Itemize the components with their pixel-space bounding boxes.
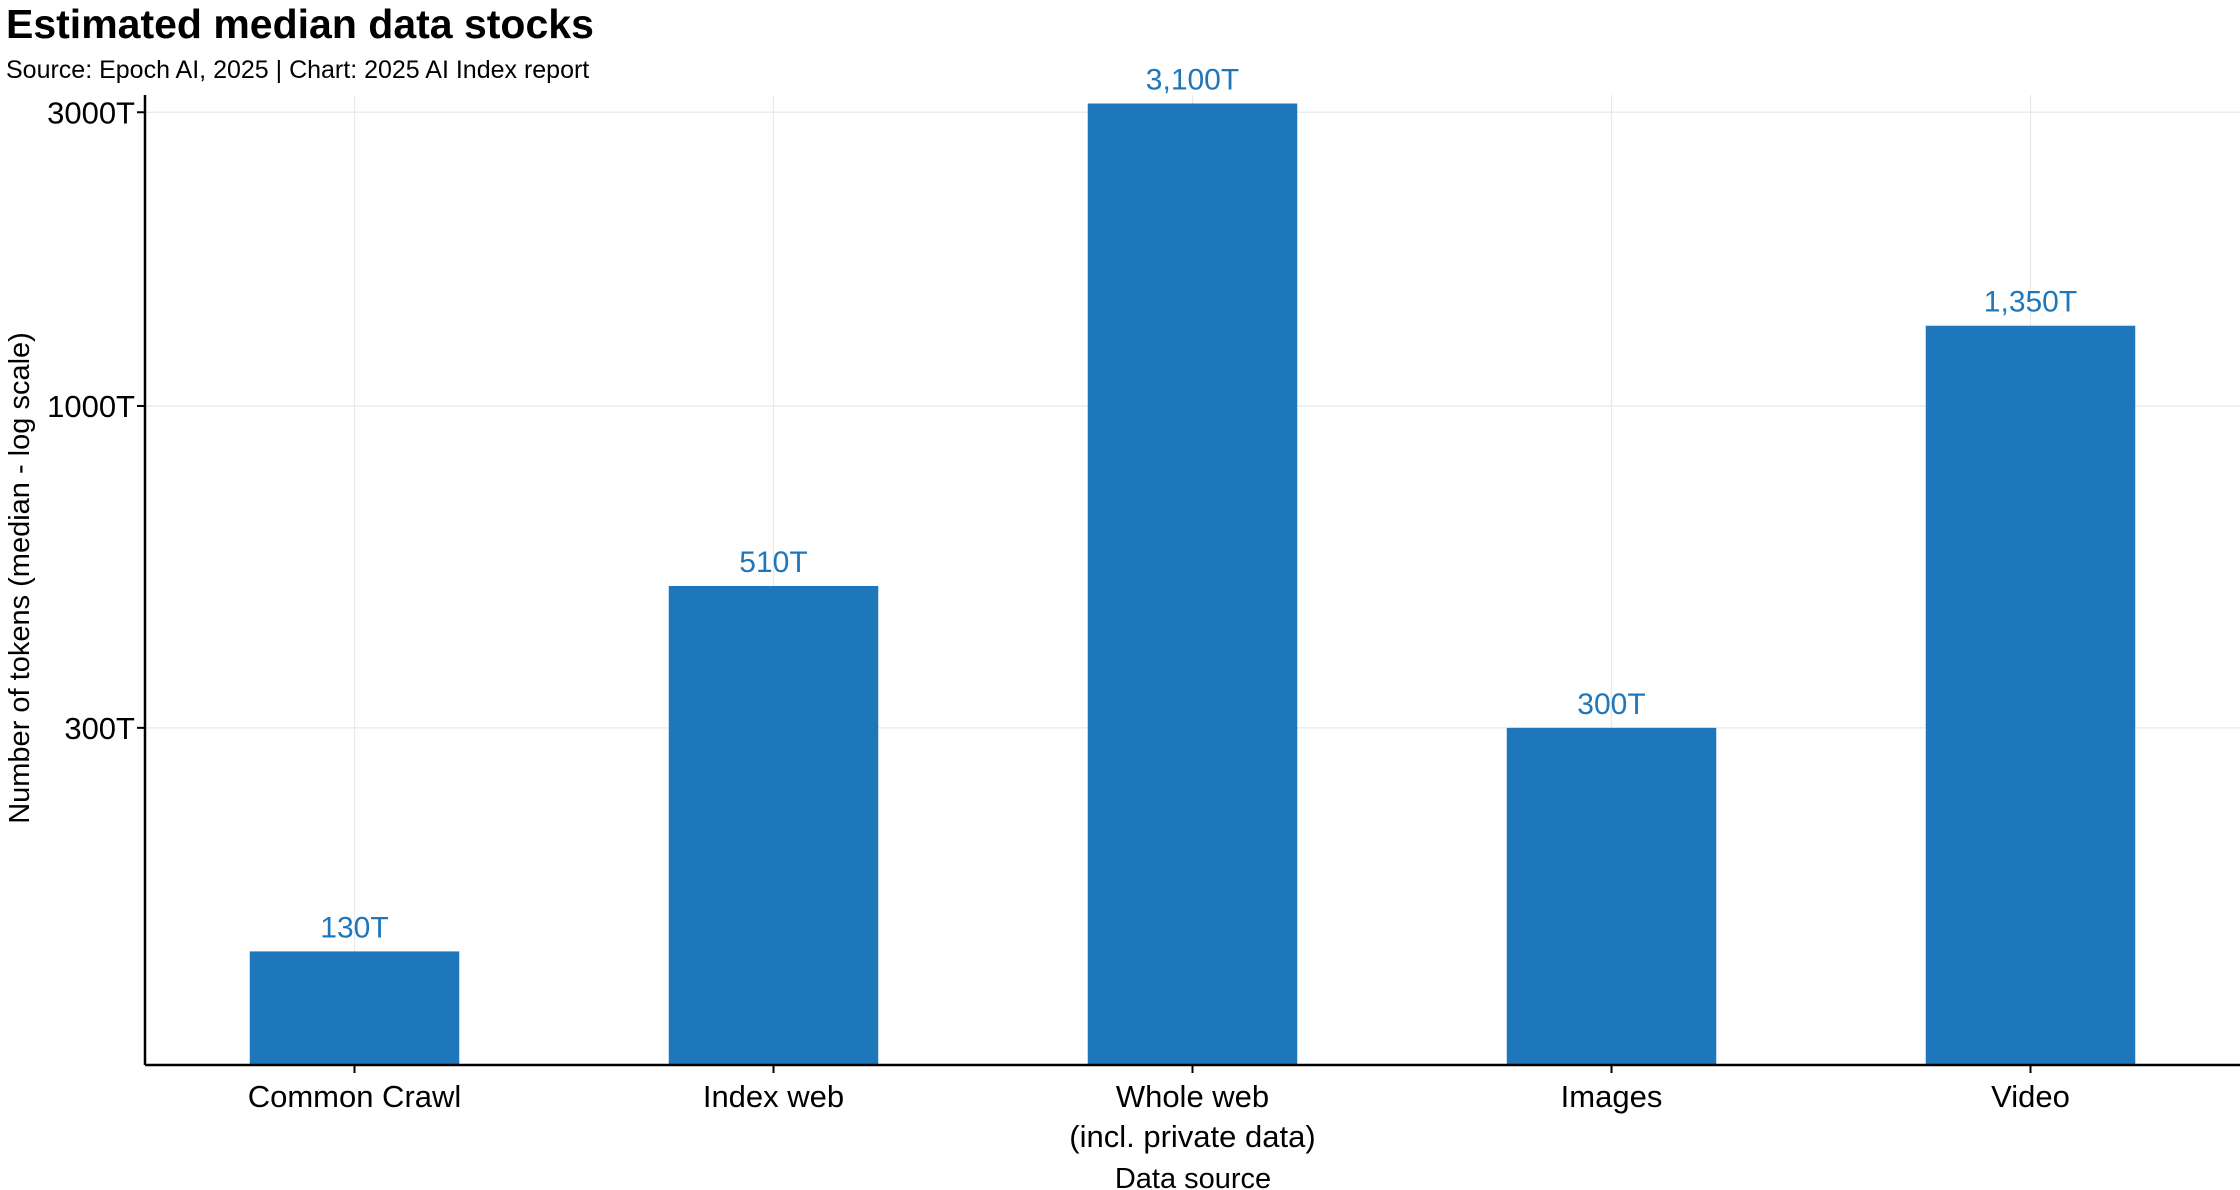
bar-value-label: 300T	[1577, 688, 1645, 721]
chart-subtitle: Source: Epoch AI, 2025 | Chart: 2025 AI …	[6, 56, 590, 84]
x-tick-label: Images	[1561, 1079, 1663, 1114]
x-tick-label: Common Crawl	[248, 1079, 462, 1114]
y-axis-title: Number of tokens (median - log scale)	[4, 332, 36, 824]
x-axis-title: Data source	[1115, 1163, 1271, 1190]
chart-title: Estimated median data stocks	[6, 1, 594, 47]
bar-value-label: 130T	[320, 911, 388, 944]
bar	[249, 951, 460, 1065]
x-tick-label: Index web	[703, 1079, 844, 1114]
x-tick-label: (incl. private data)	[1069, 1119, 1315, 1154]
bar-value-label: 3,100T	[1146, 63, 1239, 96]
x-tick-label: Video	[1991, 1079, 2070, 1114]
y-tick-label: 3000T	[47, 95, 135, 130]
bars-layer: 130T 510T 3,100T 300T 1,350T	[249, 63, 2136, 1066]
bar-value-label: 1,350T	[1984, 286, 2077, 319]
bar	[1087, 103, 1298, 1065]
bar	[668, 585, 879, 1065]
bar-value-label: 510T	[739, 546, 807, 579]
axes-layer: 300T 1000T 3000T Common Crawl Index web Whole…	[47, 95, 2240, 1154]
x-tick-label: Whole web	[1116, 1079, 1269, 1114]
y-tick-label: 1000T	[47, 389, 135, 424]
y-tick-label: 300T	[64, 711, 135, 746]
bar	[1506, 727, 1717, 1065]
bar	[1925, 325, 2136, 1066]
